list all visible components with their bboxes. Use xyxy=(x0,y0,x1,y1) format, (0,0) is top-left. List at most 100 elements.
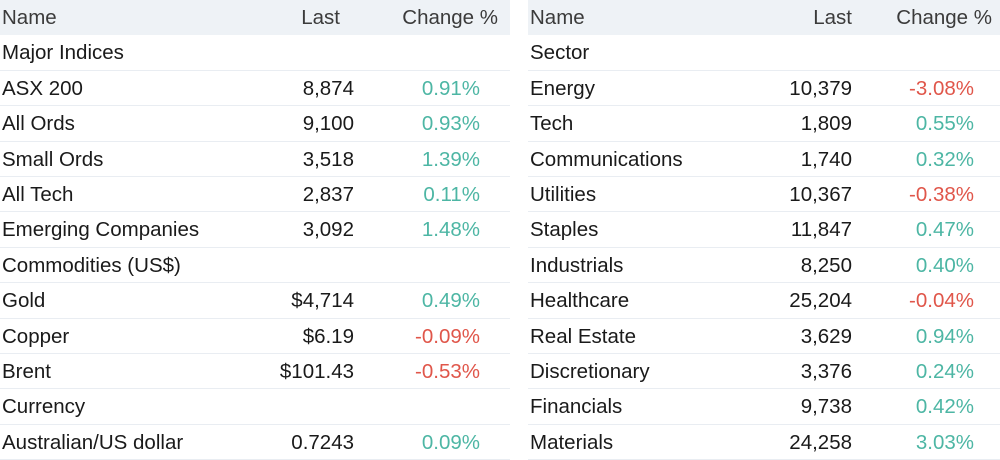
row-change-percent: 0.47% xyxy=(915,218,974,242)
row-name: Real Estate xyxy=(530,324,636,348)
section-title: Currency xyxy=(2,395,86,419)
row-change-percent: 0.32% xyxy=(915,147,974,171)
section-title: Commodities (US$) xyxy=(2,253,181,277)
column-header-change: Change % xyxy=(896,6,992,29)
column-header-last: Last xyxy=(813,6,852,29)
row-name: Brent xyxy=(2,359,51,383)
row-last-value: 8,874 xyxy=(302,76,354,100)
row-change-percent: 0.40% xyxy=(915,253,974,277)
row-name: Financials xyxy=(530,395,623,419)
table-row: Materials 24,258 3.03% xyxy=(528,425,1000,460)
market-indices-table: Name Last Change % Major Indices ASX 200 8… xyxy=(0,0,510,460)
row-name: All Ords xyxy=(2,112,75,136)
section-header: Major Indices xyxy=(0,35,510,71)
table-row: Communications 1,740 0.32% xyxy=(528,142,1000,177)
table-row: Australian/US dollar 0.7243 0.09% xyxy=(0,425,510,460)
row-last-value: 1,740 xyxy=(800,147,852,171)
row-last-value: 0.7243 xyxy=(291,430,354,454)
row-last-value: 9,738 xyxy=(800,395,852,419)
row-change-percent: 0.11% xyxy=(423,182,480,206)
table-row: Real Estate 3,629 0.94% xyxy=(528,319,1000,354)
row-last-value: 3,629 xyxy=(800,324,852,348)
section-header: Sector xyxy=(528,35,1000,71)
column-header-last: Last xyxy=(301,6,340,29)
row-change-percent: 0.93% xyxy=(421,112,480,136)
row-last-value: 3,092 xyxy=(302,218,354,242)
table-row: Financials 9,738 0.42% xyxy=(528,389,1000,425)
table-row: Utilities 10,367 -0.38% xyxy=(528,177,1000,213)
row-change-percent: -0.09% xyxy=(415,324,480,348)
row-change-percent: -3.08% xyxy=(909,76,974,100)
row-name: Copper xyxy=(2,324,70,348)
table-row: Copper $6.19 -0.09% xyxy=(0,319,510,354)
row-change-percent: 0.42% xyxy=(915,395,974,419)
section-title: Major Indices xyxy=(2,41,124,65)
row-last-value: 8,250 xyxy=(800,253,852,277)
row-change-percent: 0.24% xyxy=(915,359,974,383)
row-name: Australian/US dollar xyxy=(2,430,184,454)
row-change-percent: 1.39% xyxy=(421,147,480,171)
row-last-value: $6.19 xyxy=(302,324,354,348)
row-last-value: 10,379 xyxy=(789,76,852,100)
table-row: Healthcare 25,204 -0.04% xyxy=(528,283,1000,319)
row-last-value: 24,258 xyxy=(789,430,852,454)
row-last-value: 1,809 xyxy=(800,112,852,136)
table-row: All Ords 9,100 0.93% xyxy=(0,106,510,142)
section-header: Commodities (US$) xyxy=(0,248,510,284)
table-row: Emerging Companies 3,092 1.48% xyxy=(0,212,510,248)
column-header-name: Name xyxy=(530,6,585,29)
row-last-value: 9,100 xyxy=(302,112,354,136)
table-row: Brent $101.43 -0.53% xyxy=(0,354,510,390)
sector-table: Name Last Change % Sector Energy 10,379 -3.… xyxy=(528,0,1000,460)
table-row: ASX 200 8,874 0.91% xyxy=(0,71,510,107)
table-body: Sector Energy 10,379 -3.08% Tech 1,809 0.55% Co… xyxy=(528,35,1000,460)
section-header: Currency xyxy=(0,389,510,425)
row-last-value: $4,714 xyxy=(291,289,354,313)
section-title: Sector xyxy=(530,41,590,65)
table-header: Name Last Change % xyxy=(528,0,1000,36)
row-name: ASX 200 xyxy=(2,76,83,100)
row-name: Tech xyxy=(530,112,574,136)
row-name: Communications xyxy=(530,147,683,171)
row-name: Industrials xyxy=(530,253,624,277)
row-last-value: 3,518 xyxy=(302,147,354,171)
row-last-value: 2,837 xyxy=(302,182,354,206)
row-change-percent: -0.04% xyxy=(909,289,974,313)
row-change-percent: 1.48% xyxy=(421,218,480,242)
row-name: Gold xyxy=(2,289,46,313)
row-name: Emerging Companies xyxy=(2,218,200,242)
table-row: Tech 1,809 0.55% xyxy=(528,106,1000,142)
row-name: Energy xyxy=(530,76,595,100)
table-row: Staples 11,847 0.47% xyxy=(528,212,1000,248)
table-row: Small Ords 3,518 1.39% xyxy=(0,142,510,177)
table-row: Gold $4,714 0.49% xyxy=(0,283,510,319)
table-header: Name Last Change % xyxy=(0,0,510,36)
row-change-percent: -0.38% xyxy=(909,182,974,206)
row-last-value: $101.43 xyxy=(279,359,354,383)
row-change-percent: 0.91% xyxy=(421,76,480,100)
row-name: Healthcare xyxy=(530,289,630,313)
column-header-change: Change % xyxy=(402,6,498,29)
row-change-percent: 3.03% xyxy=(915,430,974,454)
row-name: All Tech xyxy=(2,182,74,206)
table-row: Energy 10,379 -3.08% xyxy=(528,71,1000,107)
table-row: Discretionary 3,376 0.24% xyxy=(528,354,1000,390)
row-last-value: 3,376 xyxy=(800,359,852,383)
row-change-percent: 0.09% xyxy=(421,430,480,454)
row-change-percent: -0.53% xyxy=(415,359,480,383)
row-change-percent: 0.55% xyxy=(915,112,974,136)
table-body: Major Indices ASX 200 8,874 0.91% All Ords 9,… xyxy=(0,35,510,460)
row-change-percent: 0.94% xyxy=(915,324,974,348)
row-name: Materials xyxy=(530,430,614,454)
column-header-name: Name xyxy=(2,6,57,29)
row-name: Discretionary xyxy=(530,359,650,383)
row-last-value: 25,204 xyxy=(789,289,852,313)
row-name: Staples xyxy=(530,218,599,242)
row-change-percent: 0.49% xyxy=(421,289,480,313)
row-name: Small Ords xyxy=(2,147,104,171)
table-row: Industrials 8,250 0.40% xyxy=(528,248,1000,284)
row-last-value: 10,367 xyxy=(789,182,852,206)
row-last-value: 11,847 xyxy=(790,218,852,242)
row-name: Utilities xyxy=(530,182,597,206)
table-row: All Tech 2,837 0.11% xyxy=(0,177,510,213)
